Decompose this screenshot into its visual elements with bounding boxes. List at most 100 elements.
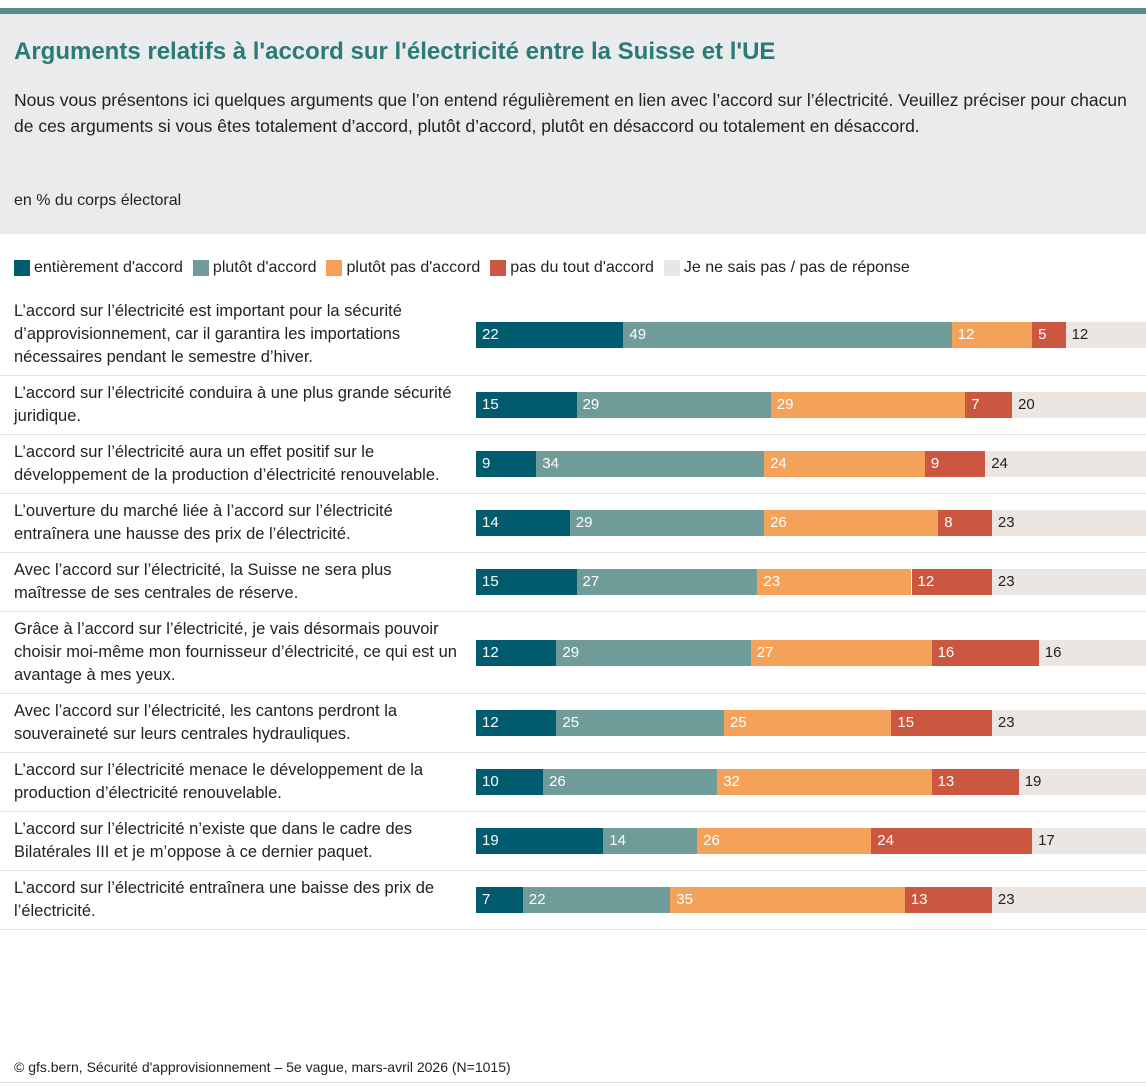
bar-segment xyxy=(476,451,537,477)
legend-swatch xyxy=(14,260,30,276)
description: Nous vous présentons ici quelques argume… xyxy=(14,90,1127,136)
value-label: 24 xyxy=(991,455,1008,472)
bar-segment xyxy=(476,569,577,595)
legend-item: pas du tout d'accord xyxy=(490,259,654,277)
bar-track: 9 34 24 9 24 xyxy=(476,451,1146,477)
row: L’accord sur l’électricité est important… xyxy=(0,294,1146,376)
bar-track: 12 29 27 16 16 xyxy=(476,639,1146,666)
bar-segment xyxy=(931,769,1019,795)
legend-label: Je ne sais pas / pas de réponse xyxy=(683,259,910,276)
bar-track: 19 14 26 24 17 xyxy=(476,828,1146,854)
value-label: 8 xyxy=(944,514,953,531)
bar-segment xyxy=(569,510,765,536)
row: L’ouverture du marché liée à l’accord su… xyxy=(0,494,1146,553)
value-label: 16 xyxy=(937,643,955,661)
bar-segment xyxy=(750,639,932,666)
value-label: 19 xyxy=(482,832,499,849)
category-label: L’accord sur l’électricité n’existe que … xyxy=(14,820,413,861)
category-label: L’accord sur l’électricité menace le dév… xyxy=(14,761,424,802)
value-label: 12 xyxy=(917,573,935,590)
value-label: 24 xyxy=(877,832,894,849)
value-label: 14 xyxy=(609,832,626,849)
value-label: 27 xyxy=(582,573,600,590)
plot: L’accord sur l’électricité est important… xyxy=(0,294,1146,930)
value-label: 23 xyxy=(997,714,1015,731)
bar-segment xyxy=(924,451,986,477)
bar-segment xyxy=(476,710,557,736)
category-label: Avec l’accord sur l’électricité, la Suis… xyxy=(14,561,392,602)
value-label: 29 xyxy=(575,514,593,531)
value-label: 14 xyxy=(482,514,499,531)
value-label: 10 xyxy=(482,773,499,790)
category-label: L’accord sur l’électricité aura un effet… xyxy=(14,443,440,484)
bar-segment xyxy=(476,769,543,795)
bar-segment xyxy=(931,639,1039,666)
value-label: 22 xyxy=(528,891,546,908)
value-label: 32 xyxy=(723,773,740,790)
bar-segment xyxy=(476,392,577,418)
bar-segment xyxy=(1018,769,1146,795)
legend-swatch xyxy=(663,260,680,276)
value-label: 7 xyxy=(482,891,491,908)
bar-segment xyxy=(603,828,698,854)
bar-segment xyxy=(770,392,966,418)
legend-label: pas du tout d'accord xyxy=(510,259,654,276)
value-label: 29 xyxy=(582,396,600,413)
row: L’accord sur l’électricité aura un effet… xyxy=(0,435,1146,494)
header xyxy=(0,14,1146,234)
value-label: 49 xyxy=(629,325,647,343)
value-label: 34 xyxy=(542,455,559,472)
category-label: L’accord sur l’électricité conduira à un… xyxy=(14,384,452,425)
bar-track: 10 26 32 13 19 xyxy=(476,769,1146,795)
value-label: 23 xyxy=(763,573,781,590)
legend-item: plutôt pas d'accord xyxy=(326,259,480,277)
chart-title: Arguments relatifs à l'accord sur l'élec… xyxy=(14,38,776,65)
value-label: 35 xyxy=(676,891,693,908)
bar-segment xyxy=(991,510,1146,536)
value-label: 9 xyxy=(482,455,491,472)
row: Grâce à l’accord sur l’électricité, je v… xyxy=(0,612,1146,694)
bar-segment xyxy=(623,321,952,348)
category-label: Avec l’accord sur l’électricité, les can… xyxy=(14,702,398,743)
bar-segment xyxy=(697,828,872,854)
category-label: L’accord sur l’électricité est important… xyxy=(14,302,402,366)
value-label: 16 xyxy=(1044,643,1062,661)
legend-item: plutôt d'accord xyxy=(192,259,316,277)
bar-track: 15 29 29 7 20 xyxy=(476,392,1146,418)
value-label: 29 xyxy=(562,643,580,661)
bar-segment xyxy=(991,887,1146,913)
value-label: 25 xyxy=(729,714,747,731)
value-label: 12 xyxy=(1071,325,1089,343)
bar-track: 14 29 26 8 23 xyxy=(476,510,1146,536)
legend: entièrement d'accord plutôt d'accord plutô… xyxy=(14,259,910,277)
legend-swatch xyxy=(192,260,209,276)
bar-segment xyxy=(951,321,1033,348)
bar-segment xyxy=(576,392,771,418)
value-label: 17 xyxy=(1038,832,1055,849)
top-rule xyxy=(0,8,1146,14)
category-label: L’ouverture du marché liée à l’accord su… xyxy=(14,502,393,543)
bar-segment xyxy=(1032,828,1146,854)
value-label: 22 xyxy=(482,325,499,343)
value-label: 12 xyxy=(482,643,499,661)
bar-segment xyxy=(476,887,523,913)
bar-segment xyxy=(891,710,992,736)
legend-swatch xyxy=(326,260,343,276)
value-label: 7 xyxy=(971,396,980,413)
value-label: 9 xyxy=(930,455,940,472)
category-label: Grâce à l’accord sur l’électricité, je v… xyxy=(14,620,457,684)
row: L’accord sur l’électricité conduira à un… xyxy=(0,376,1146,435)
value-label: 24 xyxy=(770,455,787,472)
bar-segment xyxy=(1032,321,1066,348)
value-label: 13 xyxy=(937,773,955,790)
bar-segment xyxy=(1038,639,1146,666)
bar-segment xyxy=(476,639,557,666)
bar-segment xyxy=(556,710,724,736)
legend-swatch xyxy=(490,260,507,276)
value-label: 15 xyxy=(482,396,499,413)
value-label: 12 xyxy=(482,714,499,731)
value-label: 23 xyxy=(997,573,1015,590)
bar-track: 12 25 25 15 23 xyxy=(476,710,1146,736)
bar-segment xyxy=(911,569,992,595)
legend-item: Je ne sais pas / pas de réponse xyxy=(663,259,910,277)
